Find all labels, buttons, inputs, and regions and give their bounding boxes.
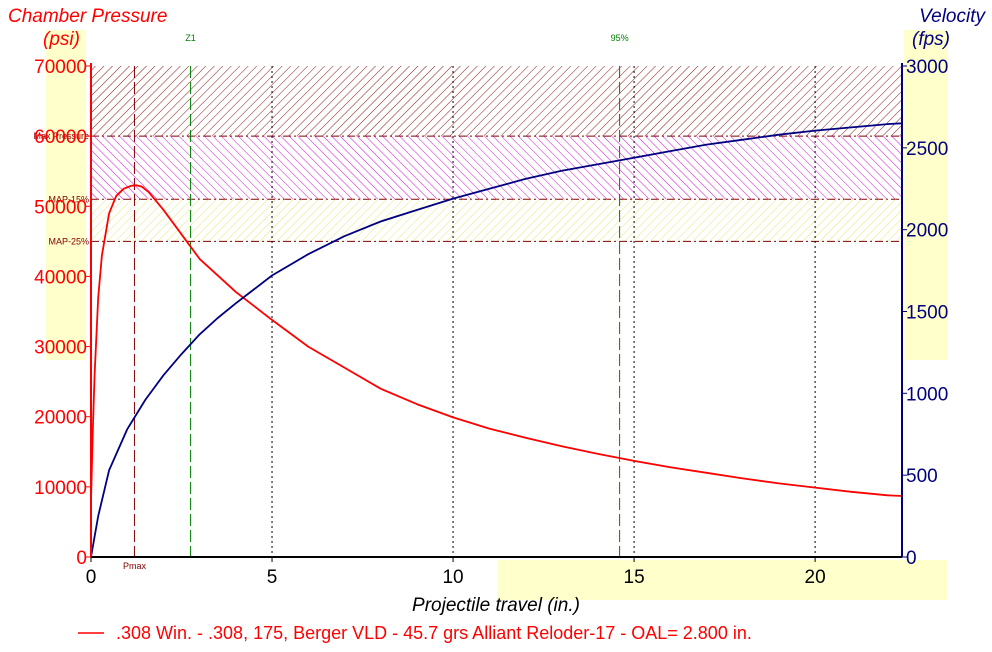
right-tick-label-500: 500 [906, 466, 938, 487]
left-tick-label-0: 0 [76, 548, 87, 569]
right-tick-label-1000: 1000 [906, 384, 948, 405]
left-axis-title: Chamber Pressure [8, 6, 167, 27]
x-tick-label-20: 20 [805, 567, 826, 588]
right-tick-label-2500: 2500 [906, 139, 948, 160]
x-tick-label-10: 10 [442, 567, 463, 588]
x-axis-highlight [497, 560, 947, 600]
left-tick-label-50000: 50000 [34, 197, 87, 218]
markers: Pmax Z1 95% [123, 33, 629, 571]
right-tick-label-3000: 3000 [906, 57, 948, 78]
band-label-map-25-: MAP-25% [48, 236, 89, 246]
legend-label: .308 Win. - .308, 175, Berger VLD - 45.7… [116, 623, 752, 643]
series-velocity-line [90, 122, 903, 558]
left-tick-label-70000: 70000 [34, 57, 87, 78]
left-tick-label-60000: 60000 [34, 127, 87, 148]
right-tick-label-2000: 2000 [906, 221, 948, 242]
marker-label-pmax: Pmax [123, 561, 147, 571]
x-tick-label-15: 15 [624, 567, 645, 588]
left-tick-label-20000: 20000 [34, 408, 87, 429]
band-map-25- [91, 199, 902, 242]
left-tick-label-10000: 10000 [34, 478, 87, 499]
band-label-max-pressure: Max Pressure [33, 131, 89, 141]
right-axis-title: Velocity [919, 6, 986, 27]
band-map-15- [91, 136, 902, 200]
series-group [90, 122, 903, 558]
left-tick-label-40000: 40000 [34, 267, 87, 288]
left-tick-label-30000: 30000 [34, 338, 87, 359]
left-axis-highlight [46, 30, 86, 360]
axes: 0100002000030000400005000060000700000500… [34, 57, 948, 588]
left-axis-unit: (psi) [43, 29, 80, 50]
right-axis-unit: (fps) [912, 29, 950, 50]
x-tick-label-0: 0 [86, 567, 97, 588]
band-label-map-15-: MAP-15% [48, 194, 89, 204]
marker-label-z1: Z1 [185, 33, 196, 43]
x-axis-title: Projectile travel (in.) [412, 595, 580, 616]
x-tick-label-5: 5 [267, 567, 278, 588]
right-tick-label-1500: 1500 [906, 303, 948, 324]
series-pressure-line [90, 184, 903, 501]
band-max-pressure [91, 66, 902, 137]
vertical-grid [271, 66, 816, 557]
right-axis-highlight [904, 30, 948, 360]
right-tick-label-0: 0 [906, 548, 917, 569]
marker-label-95: 95% [611, 33, 629, 43]
pressure-bands: Max Pressure MAP-15% MAP-25% [33, 66, 902, 246]
